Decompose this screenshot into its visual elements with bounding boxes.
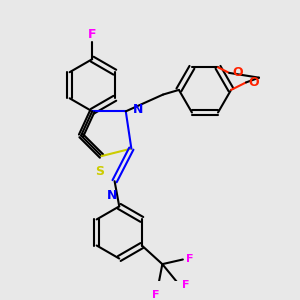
Text: N: N xyxy=(133,103,144,116)
Text: O: O xyxy=(249,76,260,89)
Text: F: F xyxy=(186,254,193,265)
Text: F: F xyxy=(88,28,97,40)
Text: F: F xyxy=(152,290,160,300)
Text: O: O xyxy=(232,66,243,80)
Text: S: S xyxy=(95,165,104,178)
Text: F: F xyxy=(182,280,189,290)
Text: N: N xyxy=(106,189,117,202)
